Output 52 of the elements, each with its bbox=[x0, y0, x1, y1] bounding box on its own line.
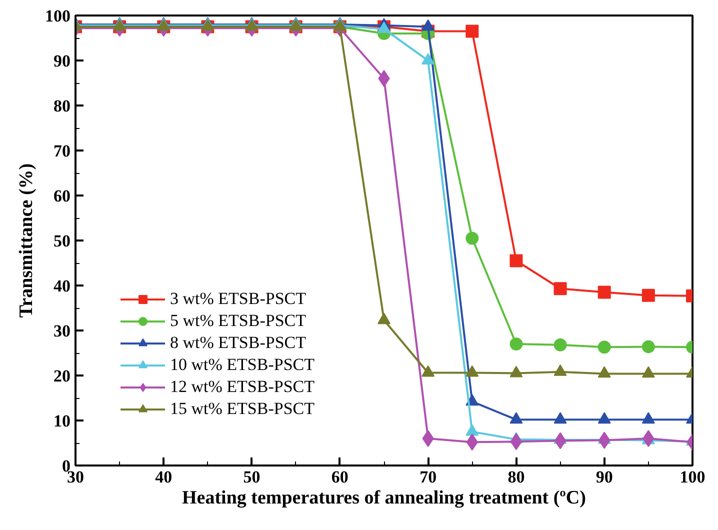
legend-label: 12 wt% ETSB-PSCT bbox=[170, 376, 315, 398]
y-tick-label: 100 bbox=[45, 6, 70, 26]
point bbox=[598, 366, 611, 378]
y-tick-label: 80 bbox=[54, 96, 70, 116]
point bbox=[510, 254, 523, 268]
legend-label: 15 wt% ETSB-PSCT bbox=[170, 398, 315, 420]
point bbox=[598, 412, 611, 424]
point bbox=[642, 412, 655, 424]
point bbox=[510, 433, 522, 450]
point bbox=[378, 70, 390, 87]
x-tick-label: 40 bbox=[155, 468, 172, 486]
y-tick-label: 50 bbox=[54, 232, 70, 250]
legend-label: 3 wt% ETSB-PSCT bbox=[170, 288, 306, 310]
y-tick-label: 40 bbox=[54, 276, 70, 296]
y-tick-label: 20 bbox=[54, 366, 70, 386]
point bbox=[378, 312, 390, 324]
point bbox=[642, 340, 655, 354]
point bbox=[642, 288, 655, 302]
point bbox=[466, 24, 479, 38]
point bbox=[466, 232, 479, 245]
point bbox=[466, 424, 479, 436]
point bbox=[642, 430, 654, 447]
point bbox=[510, 338, 523, 350]
x-tick-label: 80 bbox=[508, 468, 525, 486]
x-tick-label: 50 bbox=[243, 468, 260, 486]
legend-label: 5 wt% ETSB-PSCT bbox=[170, 310, 306, 332]
point bbox=[554, 364, 567, 376]
point bbox=[422, 365, 435, 377]
point bbox=[554, 432, 566, 450]
y-tick-label: 90 bbox=[54, 52, 70, 70]
point bbox=[510, 412, 523, 424]
point bbox=[554, 338, 567, 352]
y-tick-label: 30 bbox=[54, 322, 70, 340]
x-tick-label: 70 bbox=[420, 468, 437, 486]
legend-label: 10 wt% ETSB-PSCT bbox=[170, 354, 315, 376]
y-tick-label: 70 bbox=[54, 142, 70, 160]
legend-label: 8 wt% ETSB-PSCT bbox=[170, 332, 306, 354]
point bbox=[642, 366, 655, 378]
point bbox=[598, 340, 611, 354]
point bbox=[598, 286, 611, 299]
x-tick-label: 60 bbox=[331, 468, 348, 486]
x-tick-label: 100 bbox=[680, 468, 706, 486]
y-tick-label: 10 bbox=[54, 412, 70, 430]
point bbox=[422, 430, 434, 447]
point bbox=[466, 365, 479, 377]
y-tick-label: 60 bbox=[54, 186, 70, 206]
y-axis-title: Transmittance (%) bbox=[16, 163, 37, 318]
point bbox=[510, 366, 523, 378]
point bbox=[554, 282, 567, 296]
x-tick-label: 90 bbox=[596, 468, 613, 486]
x-axis-title: Heating temperatures of annealing treatment (ºC) bbox=[182, 488, 586, 508]
point bbox=[554, 412, 567, 424]
